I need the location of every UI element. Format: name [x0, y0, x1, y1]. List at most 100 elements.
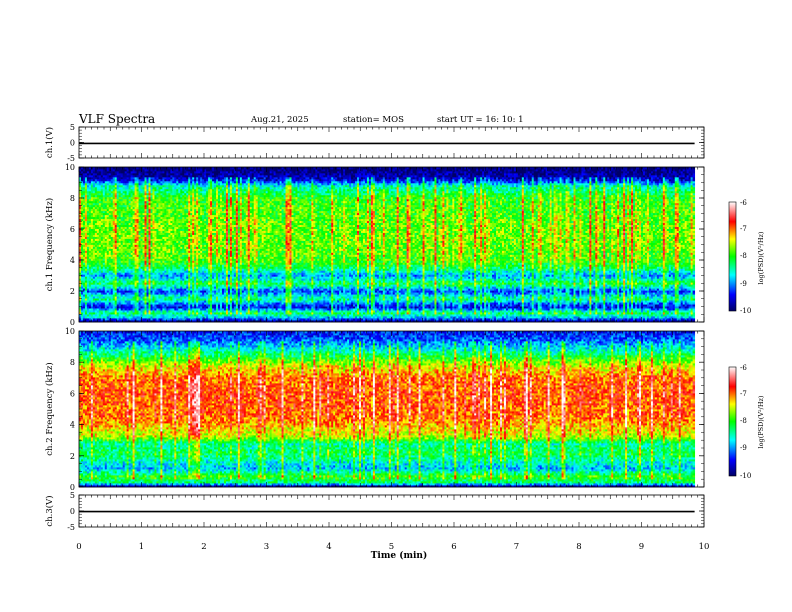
- heatmap-cell: [102, 208, 106, 212]
- heatmap-cell: [79, 202, 82, 206]
- heatmap-cell: [114, 186, 118, 190]
- heatmap-cell: [102, 206, 106, 210]
- heatmap-cell: [79, 302, 82, 305]
- heatmap-cell: [112, 312, 116, 315]
- heatmap-cell: [116, 250, 120, 253]
- heatmap-cell: [120, 320, 124, 323]
- heatmap-cell: [120, 304, 124, 307]
- heatmap-cell: [104, 318, 108, 321]
- heatmap-cell: [124, 258, 128, 261]
- heatmap-cell: [96, 316, 100, 319]
- heatmap-cell: [114, 182, 118, 186]
- heatmap-cell: [88, 208, 92, 212]
- heatmap-cell: [96, 284, 100, 287]
- heatmap-cell: [114, 304, 118, 307]
- heatmap-cell: [122, 200, 126, 204]
- heatmap-cell: [112, 174, 116, 178]
- heatmap-cell: [112, 304, 116, 307]
- heatmap-cell: [94, 170, 98, 174]
- heatmap-cell: [104, 204, 108, 208]
- heatmap-cell: [108, 192, 112, 196]
- heatmap-cell: [98, 254, 102, 257]
- heatmap-cell: [120, 276, 124, 279]
- heatmap-cell: [112, 172, 116, 176]
- heatmap-cell: [84, 264, 88, 267]
- heatmap-cell: [86, 170, 90, 174]
- heatmap-cell: [102, 232, 106, 235]
- heatmap-cell: [90, 278, 94, 281]
- heatmap-cell: [90, 286, 94, 289]
- heatmap-cell: [124, 320, 128, 323]
- heatmap-cell: [86, 190, 90, 194]
- heatmap-cell: [114, 242, 118, 245]
- heatmap-cell: [86, 224, 90, 228]
- heatmap-cell: [88, 298, 92, 301]
- heatmap-cell: [106, 194, 110, 198]
- heatmap-cell: [88, 260, 92, 263]
- heatmap-cell: [118, 174, 122, 178]
- heatmap-cell: [102, 270, 106, 273]
- heatmap-cell: [114, 252, 118, 255]
- heatmap-cell: [88, 218, 92, 222]
- heatmap-cell: [94, 194, 98, 198]
- heatmap-cell: [98, 250, 102, 253]
- heatmap-cell: [94, 224, 98, 228]
- heatmap-cell: [86, 206, 90, 210]
- heatmap-cell: [82, 262, 86, 265]
- heatmap-cell: [79, 184, 82, 188]
- heatmap-cell: [94, 248, 98, 251]
- heatmap-cell: [106, 268, 110, 271]
- heatmap-cell: [110, 288, 114, 291]
- heatmap-cell: [118, 272, 122, 275]
- heatmap-cell: [82, 286, 86, 289]
- heatmap-cell: [98, 248, 102, 251]
- heatmap-cell: [124, 268, 128, 271]
- heatmap-cell: [98, 256, 102, 259]
- heatmap-cell: [102, 274, 106, 277]
- heatmap-cell: [80, 232, 84, 235]
- heatmap-cell: [118, 320, 122, 323]
- heatmap-cell: [118, 192, 122, 196]
- heatmap-cell: [104, 194, 108, 198]
- heatmap-cell: [100, 266, 104, 269]
- heatmap-cell: [116, 174, 120, 178]
- heatmap-cell: [98, 226, 102, 230]
- heatmap-cell: [114, 222, 118, 226]
- heatmap-cell: [110, 282, 114, 285]
- heatmap-cell: [112, 274, 116, 277]
- heatmap-cell: [84, 318, 88, 321]
- heatmap-cell: [104, 200, 108, 204]
- heatmap-cell: [79, 244, 82, 247]
- heatmap-cell: [120, 180, 124, 184]
- heatmap-cell: [90, 318, 94, 321]
- heatmap-cell: [110, 294, 114, 297]
- heatmap-cell: [108, 196, 112, 200]
- heatmap-cell: [114, 228, 118, 231]
- heatmap-cell: [84, 290, 88, 293]
- heatmap-cell: [88, 318, 92, 321]
- heatmap-cell: [84, 250, 88, 253]
- heatmap-cell: [118, 186, 122, 190]
- heatmap-cell: [118, 176, 122, 180]
- heatmap-cell: [124, 167, 128, 170]
- heatmap-cell: [86, 212, 90, 216]
- heatmap-cell: [80, 212, 84, 216]
- heatmap-cell: [84, 190, 88, 194]
- heatmap-cell: [112, 167, 116, 170]
- heatmap-cell: [116, 214, 120, 218]
- heatmap-cell: [80, 244, 84, 247]
- heatmap-cell: [104, 278, 108, 281]
- heatmap-cell: [94, 320, 98, 323]
- heatmap-cell: [96, 208, 100, 212]
- heatmap-cell: [86, 316, 90, 319]
- heatmap-cell: [122, 232, 126, 235]
- heatmap-cell: [106, 186, 110, 190]
- heatmap-cell: [102, 230, 106, 233]
- heatmap-cell: [100, 176, 104, 180]
- heatmap-cell: [104, 256, 108, 259]
- heatmap-cell: [112, 192, 116, 196]
- heatmap-cell: [118, 167, 122, 170]
- heatmap-cell: [84, 176, 88, 180]
- heatmap-cell: [79, 218, 82, 222]
- heatmap-cell: [100, 264, 104, 267]
